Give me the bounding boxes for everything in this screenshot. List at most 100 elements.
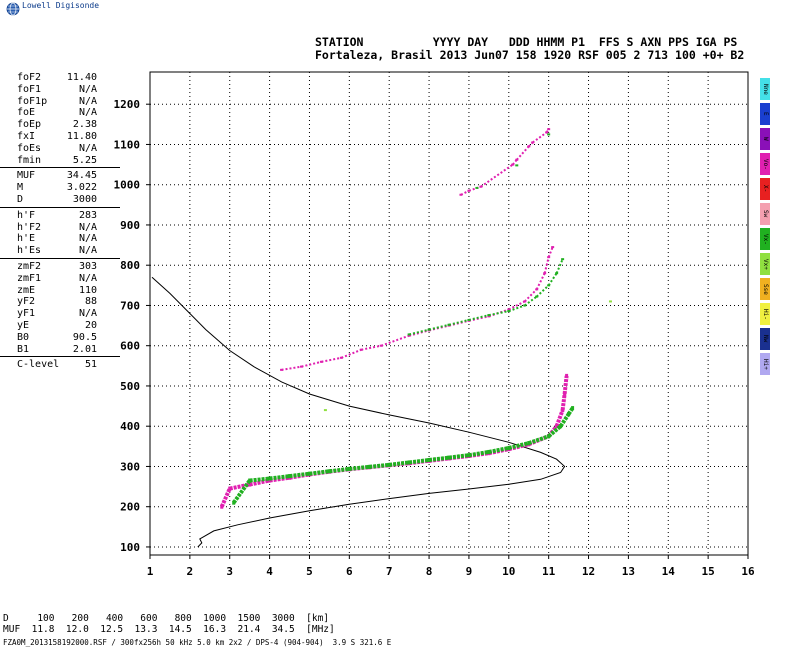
param-label: foEp [17, 119, 42, 131]
echo-trace-segment [301, 360, 322, 368]
header-line-1: STATION YYYY DAY DDD HHMM P1 FFS S AXN P… [315, 35, 738, 49]
legend-label: W [762, 137, 769, 141]
param-row: fmin 5.25 [17, 155, 97, 167]
param-row: B0 90.5 [17, 332, 97, 344]
param-row: foEs N/A [17, 143, 97, 155]
legend-swatch: Sse [760, 278, 770, 300]
legend-swatch: Vo- [760, 153, 770, 175]
legend-label: X- [762, 185, 769, 193]
x-tick-label: 1 [147, 565, 154, 578]
param-row: yF1 N/A [17, 308, 97, 320]
x-tick-label: 9 [466, 565, 473, 578]
echo-trace-segment [558, 413, 571, 428]
file-info-footer: FZA0M_2013158192000.RSF / 300fx256h 50 k… [3, 638, 392, 647]
y-tick-label: 800 [120, 259, 140, 272]
x-tick-label: 8 [426, 565, 433, 578]
echo-point [565, 373, 569, 378]
x-tick-label: 10 [502, 565, 515, 578]
param-row: foE N/A [17, 107, 97, 119]
echo-point [547, 133, 551, 136]
param-value: 2.38 [72, 119, 97, 131]
echo-trace-segment [428, 455, 450, 462]
echo-point [551, 246, 555, 249]
legend-label: Vo- [762, 158, 769, 170]
legend-swatch: Hi- [760, 303, 770, 325]
legend-label: Hi- [762, 308, 769, 320]
echo-trace-segment [480, 163, 514, 188]
param-label: h'Es [17, 245, 42, 257]
echo-trace-segment [560, 393, 567, 411]
y-tick-label: 400 [120, 420, 140, 433]
station-header: STATION YYYY DAY DDD HHMM P1 FFS S AXN P… [315, 36, 744, 62]
legend-label: E [762, 112, 769, 116]
muf-distance-table: D 100 200 400 600 800 1000 1500 3000 [km… [3, 613, 335, 635]
echo-point [608, 300, 612, 303]
y-tick-label: 100 [120, 541, 140, 554]
param-label: B1 [17, 343, 30, 355]
echo-point [323, 409, 327, 412]
echo-trace-segment [554, 409, 565, 427]
param-value: 88 [84, 296, 97, 308]
legend-swatch: E [760, 103, 770, 125]
param-value: N/A [78, 83, 97, 95]
param-separator [0, 356, 120, 358]
param-value: N/A [78, 245, 97, 257]
param-value: N/A [78, 95, 97, 107]
param-value: N/A [78, 272, 97, 284]
param-label: zmF2 [17, 260, 42, 272]
echo-trace-segment [488, 308, 510, 318]
legend-swatch: Hi+ [760, 353, 770, 375]
logo-text: Lowell Digisonde [22, 1, 100, 10]
globe-icon [6, 2, 20, 16]
legend-swatch: Nne [760, 78, 770, 100]
param-row: zmF1 N/A [17, 273, 97, 285]
y-tick-label: 900 [120, 219, 140, 232]
y-tick-label: 600 [120, 340, 140, 353]
legend-swatch: Nw [760, 328, 770, 350]
legend-label: Nw [762, 335, 769, 343]
x-tick-label: 12 [582, 565, 595, 578]
legend-swatch: W [760, 128, 770, 150]
y-tick-label: 1000 [114, 179, 141, 192]
y-tick-label: 1200 [114, 98, 141, 111]
echo-trace-segment [488, 445, 510, 454]
echo-trace-segment [281, 365, 302, 371]
param-value: 3000 [72, 193, 97, 205]
param-value: N/A [78, 107, 97, 119]
legend-swatch: X- [760, 178, 770, 200]
echo-trace-segment [535, 272, 546, 290]
plot-frame [149, 71, 749, 556]
echo-trace-segment [428, 323, 450, 331]
param-label: fxI [17, 130, 36, 142]
param-label: yF1 [17, 308, 36, 320]
param-separator [0, 257, 120, 259]
param-value: 283 [78, 209, 97, 221]
param-row: D 3000 [17, 194, 97, 206]
echo-trace-segment [349, 464, 370, 471]
electron-density-profile-line [151, 276, 566, 548]
param-row: h'Es N/A [17, 245, 97, 257]
echo-trace-segment [508, 441, 530, 450]
param-row: h'E N/A [17, 233, 97, 245]
param-value: 34.45 [66, 170, 97, 182]
echo-trace-segment [408, 328, 430, 336]
echo-trace-segment [269, 474, 290, 481]
echo-trace-segment [508, 304, 526, 313]
param-label: foEs [17, 142, 42, 154]
param-value: N/A [78, 221, 97, 233]
echo-point [511, 163, 515, 166]
param-row: zmE 110 [17, 285, 97, 297]
echo-trace-segment [488, 310, 509, 317]
param-label: h'F [17, 209, 36, 221]
param-label: foE [17, 107, 36, 119]
param-label: h'F2 [17, 221, 42, 233]
legend-label: Sse [762, 283, 769, 295]
echo-trace-segment [448, 453, 470, 460]
echo-point [547, 128, 551, 131]
echo-trace-segment [516, 145, 530, 161]
echo-trace-segment [219, 487, 232, 508]
param-row: B1 2.01 [17, 344, 97, 356]
param-row: foF2 11.40 [17, 72, 97, 84]
legend-swatch: Vx- [760, 228, 770, 250]
echo-trace-segment [249, 476, 270, 483]
